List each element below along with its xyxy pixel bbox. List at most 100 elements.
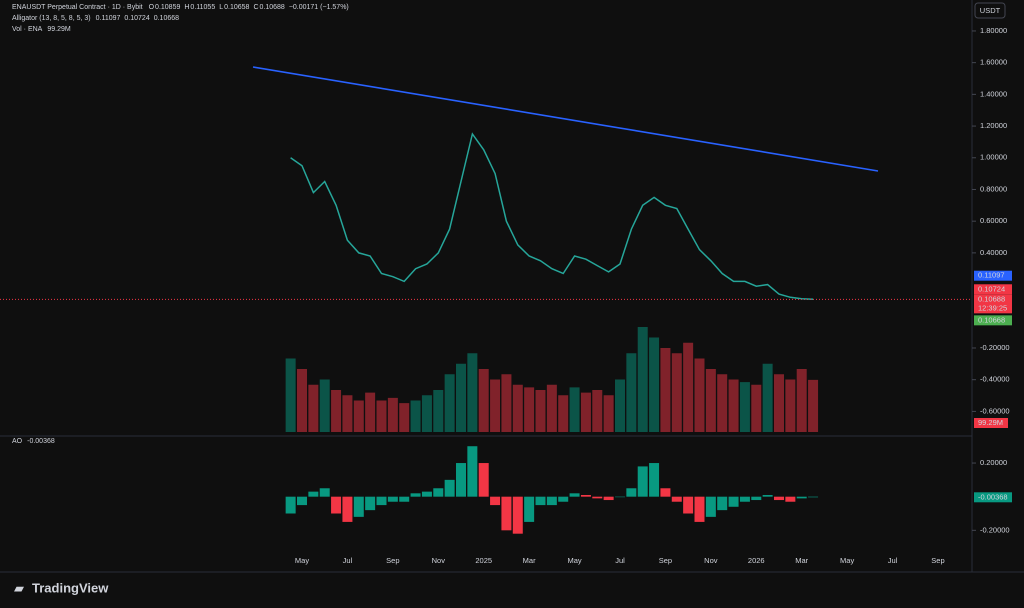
volume-bar	[353, 400, 364, 432]
ao-bar	[421, 491, 432, 497]
volume-tag-bg	[974, 418, 1008, 428]
ao-bar	[444, 479, 455, 497]
x-tick-label: Sep	[659, 556, 672, 565]
volume-bar	[705, 369, 716, 432]
volume-bar	[501, 374, 512, 432]
ao-bar	[376, 496, 387, 506]
ao-title: AO	[12, 438, 23, 445]
symbol-title: ENAUSDT Perpetual Contract · 1D · Bybit	[12, 4, 143, 11]
x-tick-label: Sep	[931, 556, 944, 565]
volume-bar	[751, 384, 762, 432]
ao-bar	[285, 496, 296, 514]
ao-bar	[762, 495, 773, 497]
ohlc-value: 0.10688	[260, 4, 285, 11]
volume-bar	[331, 390, 342, 432]
ao-bar	[671, 496, 682, 502]
ohlc-value: 0.11055	[190, 4, 215, 11]
change: −0.00171 (−1.57%)	[289, 4, 349, 11]
ao-bar	[739, 496, 750, 502]
ao-tag: -0.00368	[978, 492, 1008, 501]
volume-bar	[683, 342, 694, 432]
last-price-tag-bg	[974, 294, 1012, 314]
ao-bar	[490, 496, 501, 506]
y-tick-label: -0.40000	[980, 375, 1010, 384]
ao-bar	[569, 493, 580, 497]
x-tick-label: Nov	[704, 556, 718, 565]
volume-bar	[455, 363, 466, 432]
indicator-tag-bg	[974, 315, 1012, 326]
ao-bar	[751, 496, 762, 501]
y-tick-label: 0.20000	[980, 458, 1007, 467]
volume-bar	[808, 379, 819, 432]
ao-bar	[626, 488, 637, 497]
ao-bar	[694, 496, 705, 522]
trend-line	[252, 66, 879, 172]
indicator-value: 0.10724	[124, 15, 149, 22]
ao-bar	[705, 496, 716, 517]
volume-bar	[433, 390, 444, 432]
x-tick-label: Jul	[888, 556, 898, 565]
volume-bar	[694, 358, 705, 432]
ao-bar	[353, 496, 364, 517]
volume-bar	[592, 390, 603, 432]
ohlc-value: 0.10859	[155, 4, 180, 11]
currency-button[interactable]	[974, 2, 1006, 19]
volume-bar	[421, 395, 432, 432]
ao-bar	[399, 496, 410, 502]
volume-bar	[660, 348, 671, 432]
indicator-value: 0.10668	[154, 15, 179, 22]
ao-bar	[455, 463, 466, 497]
volume-bar	[478, 369, 489, 432]
volume-bar	[376, 400, 387, 432]
volume-tag: 99.29M	[978, 418, 1003, 427]
volume-title: Vol · ENA	[12, 26, 43, 33]
ao-bar	[524, 496, 535, 522]
volume-bar	[796, 369, 807, 432]
currency[interactable]: USDT	[980, 6, 1001, 15]
ao-bar	[637, 466, 648, 497]
volume-bar	[580, 392, 591, 432]
ao-bar	[478, 463, 489, 497]
x-tick-label: May	[295, 556, 309, 565]
volume-bar	[410, 400, 421, 432]
y-tick-label: 0.80000	[980, 184, 1007, 193]
y-tick-label: 1.40000	[980, 89, 1007, 98]
volume-bar	[546, 384, 557, 432]
ao-bar	[501, 496, 512, 531]
ao-bar	[387, 496, 398, 502]
volume-bar	[342, 395, 353, 432]
volume-bar	[444, 374, 455, 432]
y-tick-label: -0.20000	[980, 343, 1010, 352]
ohlc-label: C	[253, 4, 258, 11]
y-tick-label: 1.00000	[980, 153, 1007, 162]
ohlc-label: O	[149, 4, 155, 11]
ao-bar	[603, 496, 614, 501]
ao-bar	[535, 496, 546, 506]
ao-value: -0.00368	[27, 438, 55, 445]
volume-bar	[308, 384, 319, 432]
x-tick-label: May	[840, 556, 854, 565]
ao-bar	[728, 496, 739, 507]
ao-bar	[342, 496, 353, 522]
volume-bar	[614, 379, 625, 432]
volume-bar	[285, 358, 296, 432]
ao-bar	[308, 491, 319, 497]
volume-bar	[649, 337, 660, 432]
indicator-tag: 0.11097	[978, 271, 1005, 280]
y-tick-label: -0.20000	[980, 525, 1010, 534]
ao-bar	[808, 496, 819, 498]
volume-bar	[717, 374, 728, 432]
ao-bar	[546, 496, 557, 506]
price-line	[290, 132, 814, 301]
volume-bar	[558, 395, 569, 432]
volume-bar	[512, 384, 523, 432]
volume-bar	[626, 353, 637, 432]
y-tick-label: 1.60000	[980, 58, 1007, 67]
volume-bar	[728, 379, 739, 432]
x-tick-label: 2026	[748, 556, 765, 565]
y-tick-label: 1.80000	[980, 26, 1007, 35]
ohlc-label: L	[219, 4, 223, 11]
ohlc-value: 0.10658	[224, 4, 249, 11]
